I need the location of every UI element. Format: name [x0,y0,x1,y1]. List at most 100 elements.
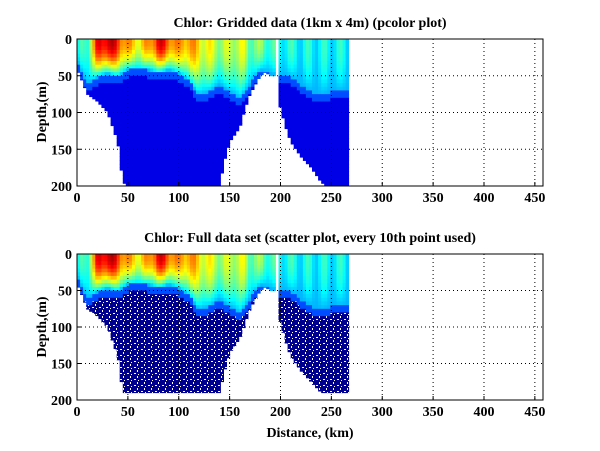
heat-cell [168,367,173,372]
heat-cell [180,64,185,69]
heat-cell [193,356,197,361]
heat-cell [293,75,298,80]
heat-cell [266,68,270,73]
heat-cell [177,312,182,317]
heat-cell [186,83,191,88]
heat-cell [211,374,215,379]
heat-cell [312,75,316,80]
heat-cell [193,330,197,335]
heat-cell [119,272,124,277]
heat-cell [202,348,206,353]
heat-cell [196,138,200,143]
heat-cell [232,68,237,73]
heat-cell [189,337,194,342]
heat-cell [309,345,313,350]
heat-cell [147,385,151,390]
data-cells [77,254,350,394]
heat-cell [214,68,218,73]
heat-cell [199,72,203,77]
heat-cell [302,374,307,375]
heat-cell [180,363,185,368]
heat-cell [238,105,243,110]
heat-cell [214,50,218,55]
heat-cell [174,39,179,44]
heat-cell [180,39,185,44]
heat-cell [281,297,285,302]
heat-cell [315,123,319,128]
heat-cell [342,178,347,183]
heat-cell [342,79,347,84]
heat-cell [135,86,139,91]
heat-cell [251,275,255,280]
heat-cell [226,337,231,342]
heat-cell [162,316,166,321]
heat-cell [208,374,212,379]
heat-cell [150,123,154,128]
heat-cell [138,156,142,161]
heat-cell [217,316,221,321]
heat-cell [223,141,227,146]
heat-cell [241,64,246,69]
heat-cell [125,178,130,183]
heat-cell [196,79,200,84]
heat-cell [318,105,322,110]
heat-cell [345,57,350,62]
heat-cell [156,130,160,135]
heat-cell [92,257,96,262]
heat-cell [342,83,347,88]
heat-cell [211,105,215,110]
heat-cell [330,64,334,69]
heat-cell [144,286,148,291]
heat-cell [131,319,136,324]
heat-cell [128,356,133,361]
heat-cell [299,39,304,44]
heat-cell [147,101,151,106]
heat-cell [293,305,298,310]
heat-cell [312,356,316,361]
heat-cell [296,57,301,62]
heat-cell [330,156,334,161]
heat-cell [315,149,319,154]
heat-cell [89,53,93,58]
heat-cell [186,97,191,102]
heat-cell [318,57,322,62]
heat-cell [122,374,127,379]
heat-cell [321,160,325,165]
heat-cell [135,97,139,102]
heat-cell [186,275,191,280]
heat-cell [77,39,81,44]
heat-cell [138,254,142,258]
heat-cell [131,356,136,361]
heat-cell [171,101,176,106]
heat-cell [226,101,231,106]
heat-cell [193,305,197,310]
heat-cell [202,290,206,295]
heat-cell [278,94,282,99]
heat-cell [186,178,191,183]
heat-cell [86,275,90,280]
heat-cell [299,57,304,62]
heat-cell [141,94,145,99]
heat-cell [318,127,322,132]
heat-cell [296,119,301,124]
heat-cell [138,356,142,361]
heat-cell [232,83,237,88]
heat-cell [171,57,176,62]
heat-cell [202,86,206,91]
heat-cell [180,381,185,386]
heat-cell [122,145,127,150]
heat-cell [205,275,209,280]
heat-cell [165,352,169,357]
heat-cell [177,308,182,313]
heat-cell [330,94,334,99]
heat-cell [318,101,322,106]
heat-cell [177,108,182,113]
heat-cell [174,145,179,150]
heat-cell [345,42,350,47]
heat-cell [342,53,347,58]
heat-cell [101,39,105,44]
heat-cell [333,61,337,66]
heat-cell [174,279,179,284]
heat-cell [284,305,289,310]
heat-cell [125,160,130,165]
